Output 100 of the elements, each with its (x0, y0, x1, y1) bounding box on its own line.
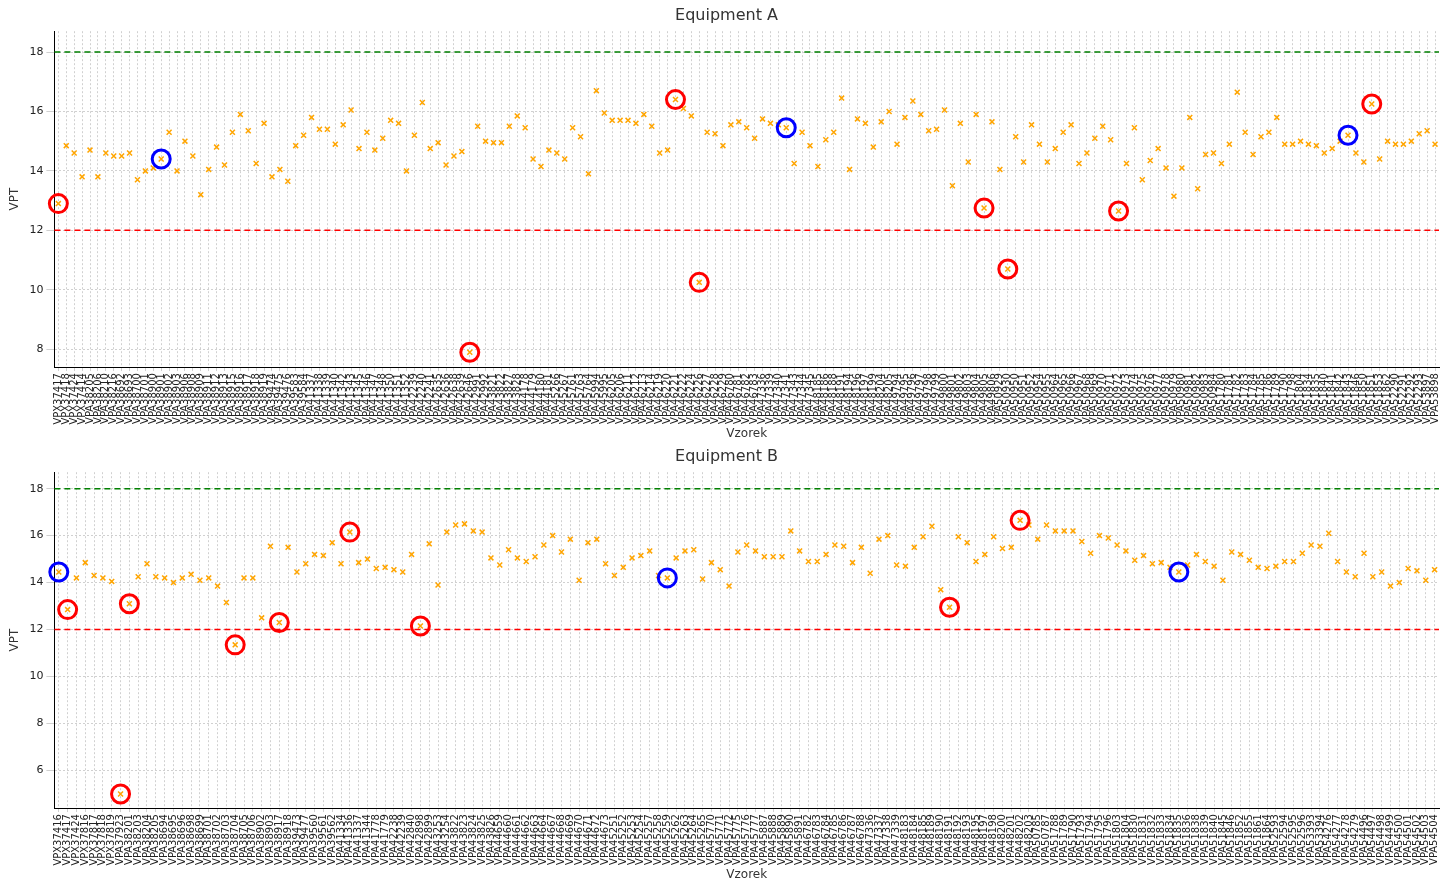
x-tick-label: VPA54279 (1348, 814, 1360, 865)
y-tick-label: 10 (29, 669, 44, 683)
y-tick-label: 18 (29, 481, 44, 495)
x-tick-label: VPA45253 (625, 814, 637, 865)
x-tick-label: VPA44663 (528, 814, 540, 865)
x-tick-label: VPA44672 (590, 814, 602, 865)
x-tick-label: VPX37417 (61, 814, 73, 866)
x-tick-label: VPA48185 (916, 814, 928, 865)
y-tick-label: 6 (36, 763, 44, 777)
x-tick-label: VPA39477 (299, 814, 311, 865)
y-tick-label: 8 (36, 342, 44, 356)
x-tick-label: VPA38699 (193, 814, 205, 865)
x-tick-label: VPA46785 (828, 814, 840, 865)
x-tick-label: VPA38701 (202, 814, 214, 865)
x-tick-label: VPA45262 (669, 814, 681, 865)
x-tick-label: VPA51840 (1207, 814, 1219, 865)
x-tick-label: VPA47337 (872, 814, 884, 865)
x-tick-label: VPA45772 (722, 814, 734, 865)
x-tick-label: VPA48197 (978, 814, 990, 865)
y-axis-title: VPT (7, 628, 22, 652)
x-tick-label: VPA44667 (546, 814, 558, 865)
x-tick-label: VPA51830 (1128, 814, 1140, 865)
x-tick-label: VPA46784 (819, 814, 831, 865)
x-tick-label: VPA44659 (493, 814, 505, 865)
x-tick-label: VPA48195 (969, 814, 981, 865)
x-tick-label: VPA48203 (1022, 814, 1034, 865)
y-tick-label: 16 (29, 528, 44, 542)
x-tick-label: VPA44664 (537, 814, 549, 865)
y-tick-label: 10 (29, 282, 44, 296)
x-tick-label: VPA43254 (440, 814, 452, 865)
x-tick-label: VPA48190 (934, 814, 946, 865)
x-tick-label: VPA51836 (1181, 814, 1193, 865)
x-tick-label: VPA51803 (1110, 814, 1122, 865)
x-tick-label: VPA54501 (1401, 814, 1413, 865)
y-tick-label: 12 (29, 622, 44, 636)
y-tick-label: 16 (29, 104, 44, 118)
x-tick-label: VPA46786 (837, 814, 849, 865)
x-tick-label: VPA51864 (1260, 814, 1272, 865)
x-tick-label: VPA45254 (634, 814, 646, 865)
x-tick-label: VPA48189 (925, 814, 937, 865)
x-tick-label: VPA53393 (1304, 814, 1316, 865)
x-tick-label: VPA45776 (740, 814, 752, 865)
y-tick-label: 12 (29, 223, 44, 237)
x-tick-label: VPA51794 (1084, 814, 1096, 865)
x-tick-label: VPA38705 (237, 814, 249, 865)
x-tick-label: VPA54503 (1419, 814, 1431, 865)
x-tick-label: VPA39562 (325, 814, 337, 865)
x-tick-label: VPA51793 (1075, 814, 1087, 865)
x-tick-label: VPA38694 (158, 814, 170, 865)
x-tick-label: VPA54498 (1375, 814, 1387, 865)
x-tick-label: VPA51861 (1251, 814, 1263, 865)
x-tick-label: VPA43825 (475, 814, 487, 865)
x-tick-label: VPA38706 (246, 814, 258, 865)
x-tick-label: VPA45265 (696, 814, 708, 865)
x-tick-label: VPA38918 (281, 814, 293, 865)
x-tick-label: VPA44662 (519, 814, 531, 865)
x-tick-label: VPA45888 (766, 814, 778, 865)
x-axis-title: Vzorek (726, 425, 768, 440)
x-tick-label: VPA42899 (422, 814, 434, 865)
x-tick-label: VPA51790 (1066, 814, 1078, 865)
x-tick-label: VPA44673 (599, 814, 611, 865)
x-tick-label: VPA51804 (1119, 814, 1131, 865)
x-tick-label: VPA38704 (228, 814, 240, 865)
x-tick-label: VPA47336 (863, 814, 875, 865)
x-tick-label: VPA48193 (960, 814, 972, 865)
x-tick-label: VPX37817 (87, 814, 99, 866)
x-tick-label: VPA51835 (1172, 814, 1184, 865)
x-tick-label: VPA45891 (793, 814, 805, 865)
x-axis-title: Vzorek (726, 866, 768, 881)
y-axis-title: VPT (7, 187, 22, 211)
x-tick-label: VPA48198 (987, 814, 999, 865)
y-tick-label: 18 (29, 44, 44, 58)
x-tick-label: VPA51845 (1216, 814, 1228, 865)
x-tick-label: VPA38902 (255, 814, 267, 865)
x-tick-label: VPA43822 (449, 814, 461, 865)
x-tick-label: VPA47338 (881, 814, 893, 865)
x-tick-label: VPA47339 (890, 814, 902, 865)
chart-title: Equipment B (675, 445, 778, 465)
x-tick-label: VPA42238 (387, 814, 399, 865)
x-tick-label: VPA41336 (343, 814, 355, 865)
x-tick-label: VPA38698 (184, 814, 196, 865)
y-tick-label: 14 (29, 163, 44, 177)
x-tick-label: VPA51789 (1057, 814, 1069, 865)
x-tick-label: VPA45257 (643, 814, 655, 865)
x-tick-label: VPA43826 (484, 814, 496, 865)
x-tick-label: VPA44671 (581, 814, 593, 865)
x-tick-label: VPA39473 (290, 814, 302, 865)
x-tick-label: VPA45264 (687, 814, 699, 865)
x-tick-label: VPA54502 (1410, 814, 1422, 865)
x-tick-label: VPA41334 (334, 814, 346, 865)
x-tick-label: VPA45775 (731, 814, 743, 865)
x-tick-label: VPA54276 (1322, 814, 1334, 865)
x-tick-label: VPA44670 (572, 814, 584, 865)
x-tick-label: VPA54496 (1357, 814, 1369, 865)
x-tick-label: VPA48202 (1013, 814, 1025, 865)
x-tick-label: VPA54504 (1428, 814, 1440, 865)
x-tick-label: VPA51834 (1163, 814, 1175, 865)
x-tick-label: VPA45263 (678, 814, 690, 865)
y-tick-label: 14 (29, 575, 44, 589)
x-tick-label: VPA38203 (131, 814, 143, 865)
